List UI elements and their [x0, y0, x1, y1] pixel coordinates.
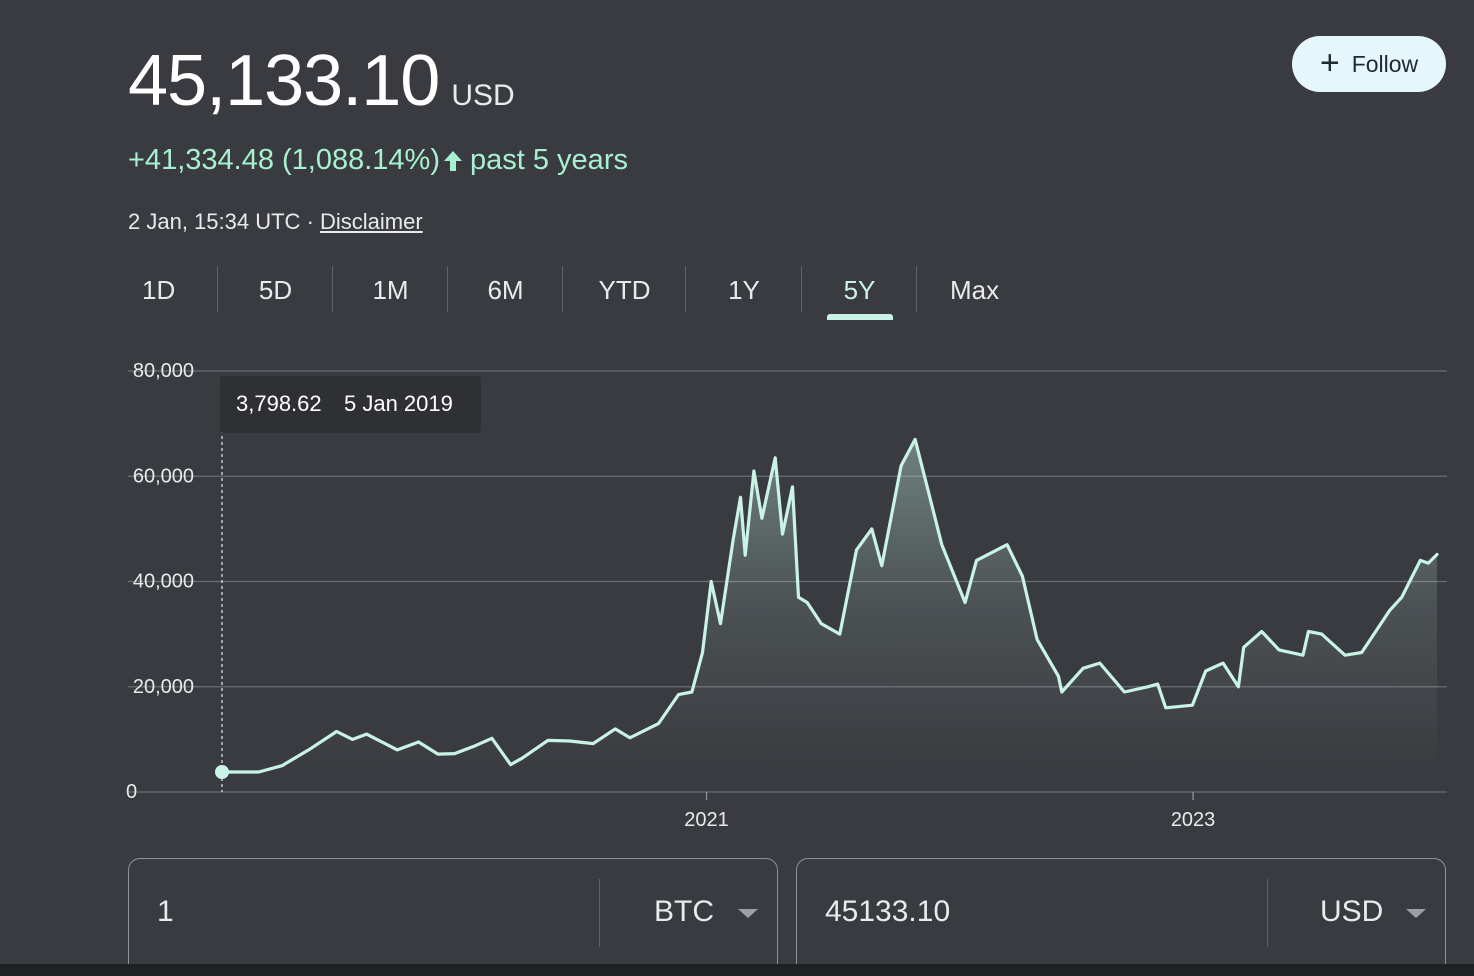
tab-5d[interactable]: 5D	[218, 266, 333, 314]
tab-separator	[685, 266, 686, 312]
y-tick-label: 20,000	[133, 676, 194, 698]
x-tick-label: 2021	[684, 809, 729, 831]
tab-1m[interactable]: 1M	[333, 266, 448, 314]
tab-separator	[217, 266, 218, 312]
y-tick-label: 80,000	[133, 360, 194, 382]
quote-meta: 2 Jan, 15:34 UTC · Disclaimer	[128, 209, 423, 235]
tab-label: 1M	[372, 274, 409, 305]
hover-point	[215, 765, 229, 780]
price-row: 45,133.10 USD	[128, 40, 515, 122]
price-currency: USD	[451, 79, 515, 112]
active-tab-indicator	[826, 314, 893, 320]
tab-5y[interactable]: 5Y	[802, 266, 917, 320]
dropdown-caret-icon[interactable]	[738, 909, 758, 918]
dropdown-caret-icon[interactable]	[1406, 909, 1426, 918]
disclaimer-link[interactable]: Disclaimer	[320, 209, 423, 234]
to-currency-select[interactable]: USD	[1320, 895, 1384, 928]
to-converter[interactable]: 45133.10 USD	[796, 858, 1446, 976]
x-tick-label: 2023	[1171, 809, 1216, 831]
tooltip-box	[220, 376, 481, 433]
follow-label: Follow	[1351, 50, 1419, 77]
tab-separator	[447, 266, 448, 312]
current-price: 45,133.10	[128, 41, 440, 121]
range-tabs: 1D 5D 1M 6M YTD 1Y 5Y Max	[128, 266, 1027, 320]
tab-label: Max	[950, 274, 1000, 305]
tooltip-value: 3,798.62	[236, 391, 322, 416]
tab-separator	[916, 266, 917, 312]
tab-label: 1Y	[728, 274, 760, 305]
y-tick-label: 40,000	[133, 571, 194, 593]
tab-label: YTD	[598, 274, 651, 305]
to-amount-input[interactable]: 45133.10	[825, 895, 951, 928]
y-tick-label: 60,000	[133, 465, 194, 487]
timestamp: 2 Jan, 15:34 UTC	[128, 209, 301, 234]
chart-svg[interactable]: 0 20,000 40,000 60,000 80,000 2021 2023 3,798.6…	[0, 340, 1474, 840]
from-divider	[599, 879, 600, 947]
meta-separator: ·	[306, 209, 314, 234]
change-value: +41,334.48 (1,088.14%)	[128, 144, 440, 176]
tab-label: 1D	[142, 274, 176, 305]
tab-1d[interactable]: 1D	[128, 266, 218, 314]
from-converter[interactable]: 1 BTC	[128, 858, 778, 976]
tab-ytd[interactable]: YTD	[563, 266, 686, 314]
tab-separator	[332, 266, 333, 312]
price-area	[222, 439, 1437, 772]
tab-6m[interactable]: 6M	[448, 266, 563, 314]
tab-max[interactable]: Max	[917, 266, 1027, 314]
from-amount-input[interactable]: 1	[157, 895, 174, 928]
tab-separator	[801, 266, 802, 312]
change-period: past 5 years	[470, 144, 628, 176]
tooltip-date: 5 Jan 2019	[344, 391, 453, 416]
price-change: +41,334.48 (1,088.14%) past 5 years	[128, 144, 628, 177]
to-divider	[1267, 879, 1268, 947]
bottom-bar	[0, 964, 1474, 976]
plus-icon: +	[1319, 43, 1340, 82]
tab-label: 5D	[258, 274, 293, 305]
arrow-up-icon	[442, 149, 464, 173]
tab-label: 5Y	[843, 274, 876, 305]
from-currency-select[interactable]: BTC	[654, 895, 714, 928]
tab-1y[interactable]: 1Y	[686, 266, 802, 314]
y-tick-label: 0	[126, 781, 137, 803]
tab-separator	[562, 266, 563, 312]
price-line	[220, 437, 1439, 774]
price-chart[interactable]: 0 20,000 40,000 60,000 80,000 2021 2023 3,798.6…	[0, 340, 1474, 840]
tab-label: 6M	[487, 274, 524, 305]
follow-button[interactable]: + Follow	[1292, 36, 1446, 92]
